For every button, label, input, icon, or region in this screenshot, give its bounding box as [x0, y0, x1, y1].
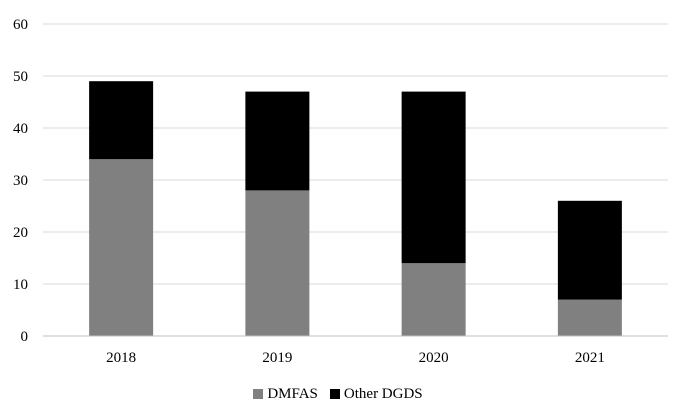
stacked-bar-chart: 0 10 20 30 40 50 60 2018 2019 2020 2021: [13, 17, 668, 366]
legend-item-other-dgds: Other DGDS: [329, 385, 423, 403]
y-tick-label-0: 0: [21, 329, 29, 345]
bar-dmfas-2019: [245, 190, 310, 336]
x-tick-label-2021: 2021: [575, 350, 605, 366]
bar-dmfas-2020: [401, 263, 466, 336]
y-tick-label-30: 30: [13, 173, 28, 189]
x-tick-label-2018: 2018: [106, 350, 136, 366]
y-tick-label-10: 10: [13, 277, 28, 293]
bar-other-dgds-2018: [89, 81, 154, 160]
legend-swatch-dmfas: [253, 389, 264, 399]
legend: DMFAS Other DGDS: [0, 384, 676, 404]
bar-dmfas-2021: [557, 299, 622, 336]
y-tick-label-50: 50: [13, 69, 28, 85]
x-tick-label-2020: 2020: [419, 350, 449, 366]
y-tick-label-20: 20: [13, 225, 28, 241]
x-tick-label-2019: 2019: [262, 350, 292, 366]
y-axis-tick-labels: 0 10 20 30 40 50 60: [13, 17, 28, 345]
legend-swatch-other-dgds: [329, 389, 340, 399]
bar-other-dgds-2021: [557, 200, 622, 300]
bars: [89, 81, 622, 336]
bar-dmfas-2018: [89, 159, 154, 336]
x-axis-tick-labels: 2018 2019 2020 2021: [106, 350, 605, 366]
bar-other-dgds-2019: [245, 91, 310, 191]
bar-other-dgds-2020: [401, 91, 466, 264]
y-tick-label-60: 60: [13, 17, 28, 33]
legend-label-other-dgds: Other DGDS: [343, 385, 423, 402]
legend-item-dmfas: DMFAS: [253, 386, 318, 403]
legend-label-dmfas: DMFAS: [267, 385, 318, 402]
y-tick-label-40: 40: [13, 121, 28, 137]
